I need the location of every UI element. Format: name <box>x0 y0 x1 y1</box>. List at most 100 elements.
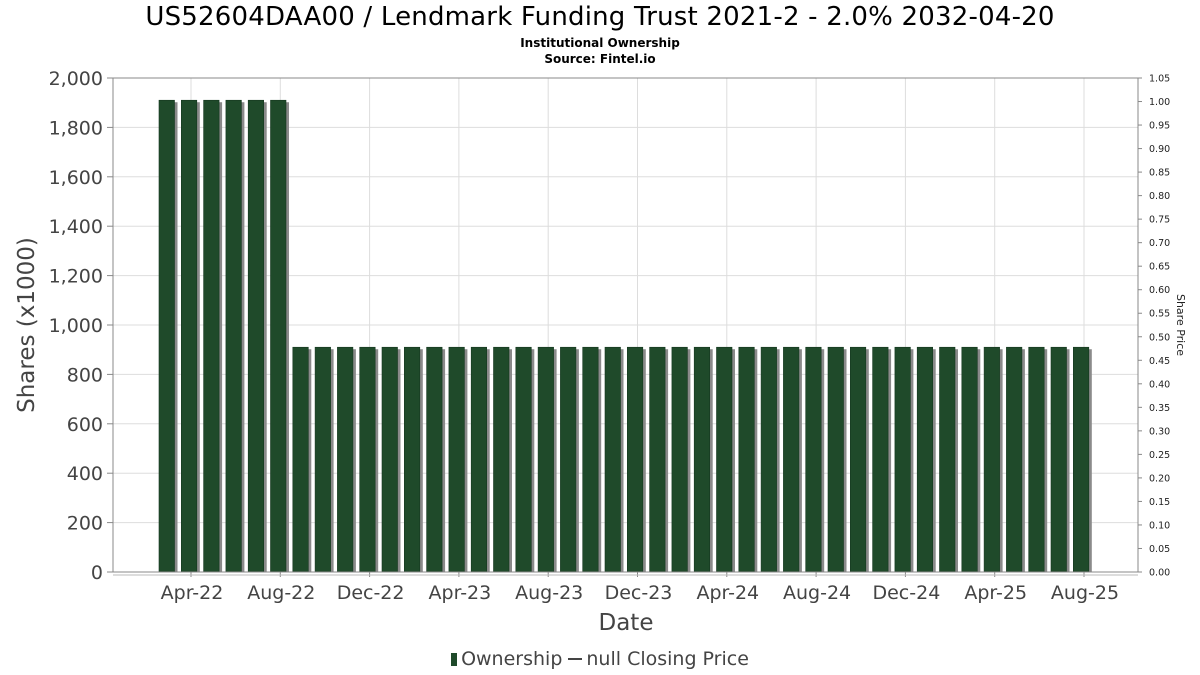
x-tick-label: Aug-25 <box>1051 582 1119 604</box>
x-tick-label: Apr-23 <box>429 582 492 604</box>
y2-tick-label: 0.90 <box>1149 144 1170 155</box>
y2-tick-label: 0.80 <box>1149 191 1170 202</box>
y2-tick-label: 0.15 <box>1149 497 1170 508</box>
x-tick-label: Aug-22 <box>247 582 315 604</box>
y2-tick-label: 0.60 <box>1149 285 1170 296</box>
ownership-bar <box>582 346 599 573</box>
x-tick-label: Dec-22 <box>337 582 405 604</box>
chart-title: US52604DAA00 / Lendmark Funding Trust 20… <box>145 2 1055 32</box>
y-axis: 0 200 400 600 800 1,000 1,200 1,400 1,600 1,800 2,… <box>49 68 113 584</box>
ownership-bar <box>671 346 688 573</box>
ownership-bar <box>1050 346 1067 573</box>
ownership-bar <box>760 346 777 573</box>
ownership-bar <box>916 346 934 573</box>
ownership-bar <box>783 346 800 573</box>
ownership-bar <box>560 346 577 573</box>
y-tick-label: 1,000 <box>49 315 103 337</box>
y2-tick-label: 0.70 <box>1149 238 1170 249</box>
y2-tick-label: 0.25 <box>1149 450 1170 461</box>
chart-subtitle: Institutional Ownership <box>520 36 680 50</box>
x-tick-label: Dec-24 <box>872 582 940 604</box>
ownership-chart: 0 200 400 600 800 1,000 1,200 1,400 1,600 1,800 2,… <box>14 68 1187 636</box>
y-tick-label: 1,200 <box>49 266 103 288</box>
ownership-bar <box>225 99 242 573</box>
x-axis: Apr-22 Aug-22 Dec-22 Apr-23 Aug-23 Dec-23 Apr-… <box>113 572 1138 604</box>
ownership-bar <box>849 346 867 573</box>
y2-tick-label: 0.05 <box>1149 544 1170 555</box>
ownership-bar <box>649 346 666 573</box>
ownership-bar <box>738 346 755 573</box>
ownership-bar <box>448 346 465 573</box>
legend-price-label: null Closing Price <box>586 648 749 670</box>
ownership-bar <box>426 346 443 573</box>
ownership-bar <box>939 346 956 573</box>
ownership-bar <box>626 346 644 573</box>
x-axis-label: Date <box>599 610 654 636</box>
y2-tick-label: 0.20 <box>1149 473 1170 484</box>
y2-tick-label: 0.55 <box>1149 309 1170 320</box>
chart-source: Source: Fintel.io <box>544 52 656 66</box>
ownership-bar <box>515 346 532 573</box>
x-tick-label: Apr-24 <box>696 582 759 604</box>
ownership-bar <box>247 99 264 573</box>
ownership-bar <box>181 99 198 573</box>
y-tick-label: 2,000 <box>49 68 103 90</box>
price-legend-line <box>568 658 583 660</box>
y2-tick-label: 0.00 <box>1149 568 1170 579</box>
y-tick-label: 600 <box>67 414 103 436</box>
y-tick-label: 1,600 <box>49 167 103 189</box>
y-axis-label: Shares (x1000) <box>14 237 40 413</box>
ownership-bar <box>158 99 175 573</box>
ownership-bar <box>203 99 220 573</box>
y2-tick-label: 0.85 <box>1149 168 1170 179</box>
y-tick-label: 200 <box>67 513 103 535</box>
x-tick-label: Aug-24 <box>783 582 851 604</box>
y2-tick-label: 0.95 <box>1149 121 1170 132</box>
ownership-bar <box>537 346 554 573</box>
ownership-bar <box>1073 346 1090 573</box>
ownership-bar <box>1006 346 1023 573</box>
ownership-bar <box>894 346 911 573</box>
ownership-bar <box>359 346 376 573</box>
ownership-bar <box>470 346 488 573</box>
ownership-bar <box>1028 346 1045 573</box>
x-tick-label: Apr-25 <box>964 582 1027 604</box>
y2-axis-label: Share Price <box>1174 294 1187 356</box>
ownership-bar <box>827 346 844 573</box>
ownership-bar <box>493 346 510 573</box>
ownership-bar <box>314 346 331 573</box>
ownership-bar <box>403 346 421 573</box>
y2-axis: 0.00 0.05 0.10 0.15 0.20 0.25 0.30 0.35 0.40 0.45… <box>1138 74 1170 579</box>
ownership-bar <box>270 99 287 573</box>
legend-ownership-label: Ownership <box>461 648 563 670</box>
y-tick-label: 800 <box>67 364 103 386</box>
ownership-legend-swatch <box>451 653 458 666</box>
x-tick-label: Aug-23 <box>515 582 583 604</box>
y2-tick-label: 0.40 <box>1149 379 1170 390</box>
y2-tick-label: 0.10 <box>1149 520 1170 531</box>
x-tick-label: Apr-22 <box>161 582 224 604</box>
ownership-bar <box>805 346 822 573</box>
ownership-bar <box>337 346 354 573</box>
ownership-bar <box>961 346 978 573</box>
y-tick-label: 1,800 <box>49 117 103 139</box>
y2-tick-label: 0.45 <box>1149 356 1170 367</box>
x-tick-label: Dec-23 <box>605 582 673 604</box>
ownership-bar <box>292 346 309 573</box>
ownership-bar <box>381 346 398 573</box>
y-tick-label: 1,400 <box>49 216 103 238</box>
y2-tick-label: 0.50 <box>1149 332 1170 343</box>
ownership-bar <box>872 346 889 573</box>
ownership-bar <box>716 346 733 573</box>
ownership-bar <box>604 346 621 573</box>
y2-tick-label: 0.35 <box>1149 403 1170 414</box>
y2-tick-label: 0.75 <box>1149 215 1170 226</box>
y2-tick-label: 1.00 <box>1149 97 1170 108</box>
bars <box>158 99 1092 573</box>
ownership-bar <box>983 346 1000 573</box>
y2-tick-label: 0.65 <box>1149 262 1170 273</box>
y-tick-label: 400 <box>67 463 103 485</box>
ownership-bar <box>693 346 711 573</box>
legend: Ownership null Closing Price <box>0 648 1200 670</box>
y2-tick-label: 0.30 <box>1149 426 1170 437</box>
